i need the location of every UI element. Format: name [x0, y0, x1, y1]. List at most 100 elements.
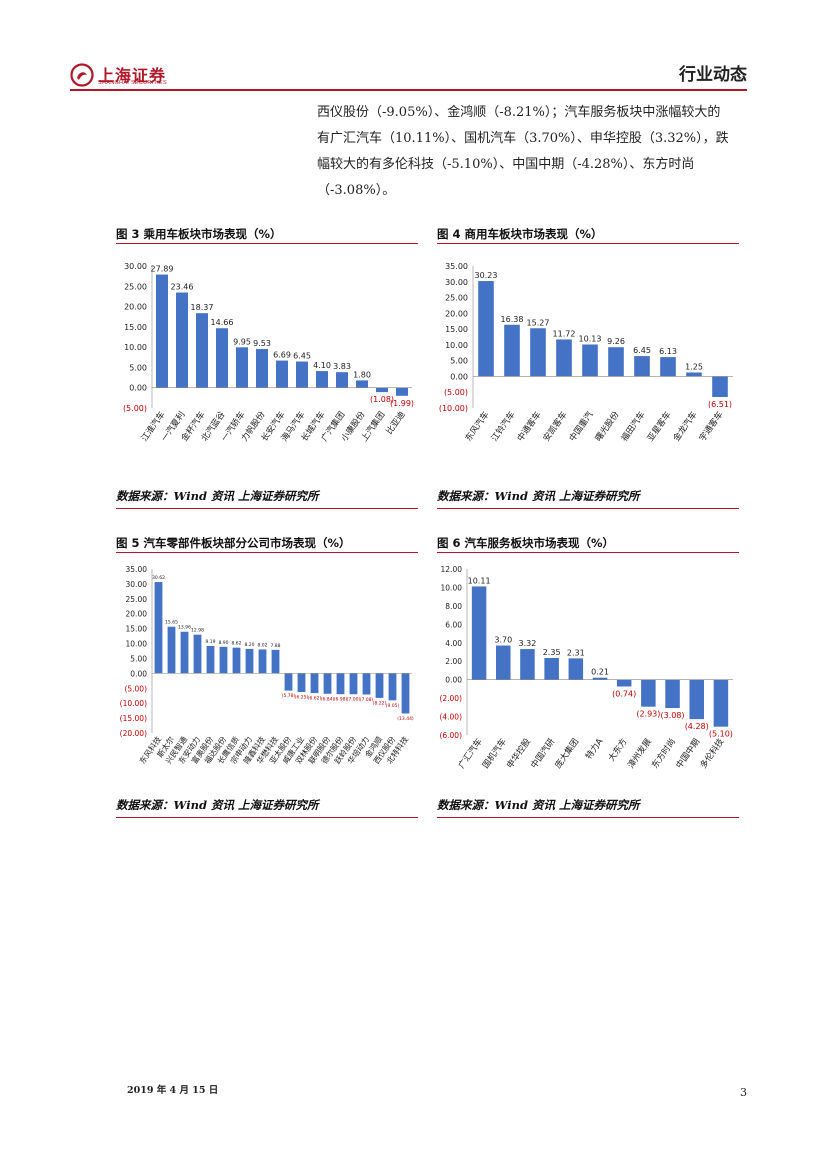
y-tick-label: 30.00 [445, 278, 468, 287]
bar [310, 673, 319, 694]
bar [219, 646, 228, 674]
bar-chart: 35.00 30.00 25.00 20.00 15.00 10.00 5.00 0.00 (5… [439, 262, 733, 444]
y-tick-label: 35.00 [445, 262, 468, 271]
bar [336, 372, 348, 388]
bar [568, 658, 584, 680]
y-tick-label: 4.00 [445, 639, 462, 648]
chart-bottom-rule [116, 817, 418, 818]
bar [496, 645, 511, 680]
data-label: (5.78) [282, 693, 296, 699]
bar [258, 649, 267, 674]
y-tick-label: (6.00) [439, 731, 462, 740]
header-divider [70, 89, 747, 91]
y-tick-label: 0.00 [450, 372, 468, 381]
data-label: 30.23 [475, 271, 498, 280]
y-tick-label: 0.00 [129, 384, 147, 393]
bar [196, 313, 208, 388]
data-label: (6.51) [708, 400, 732, 409]
bar [154, 582, 163, 674]
chart-bottom-rule [437, 508, 739, 509]
data-label: 12.98 [191, 628, 204, 634]
bar [323, 673, 332, 694]
data-label: (8.22) [373, 700, 387, 706]
data-label: 4.10 [313, 361, 331, 370]
bar [712, 376, 728, 397]
chart-title-rule [437, 243, 739, 244]
bar [608, 347, 624, 377]
bar [478, 281, 494, 377]
bar [592, 677, 608, 680]
bar [216, 328, 228, 388]
data-label: 18.37 [191, 303, 214, 312]
bar [276, 360, 288, 388]
chart-source: 数据来源：Wind 资讯 上海证券研究所 [116, 798, 319, 812]
data-label: 16.38 [501, 315, 524, 324]
logo-subtext: SHANGHAI SECURITIES [98, 80, 167, 86]
bar [713, 679, 729, 727]
data-label: (3.08) [661, 711, 685, 720]
bar [297, 673, 306, 692]
bar [396, 387, 408, 396]
y-tick-label: 5.00 [450, 357, 468, 366]
bar [616, 679, 632, 687]
data-label: 15.27 [527, 318, 550, 327]
body-line: 西仪股份（-9.05%）、金鸿顺（-8.21%）；汽车服务板块中涨幅较大的 [317, 105, 721, 120]
body-line: 有广汇汽车（10.11%）、国机汽车（3.70%）、申华控股（3.32%），跌 [317, 131, 729, 146]
y-tick-label: 6.00 [445, 620, 462, 629]
chart-figure-4: 图 4 商用车板块市场表现（%） 35.00 30.00 25.00 20.00 15.… [437, 226, 739, 516]
logo-text: 上海证券 [98, 66, 167, 85]
bar [641, 679, 656, 707]
body-paragraph: 西仪股份（-9.05%）、金鸿顺（-8.21%）；汽车服务板块中涨幅较大的 有广… [317, 100, 747, 204]
data-label: 8.20 [244, 642, 254, 648]
y-tick-label: 10.00 [126, 640, 148, 649]
data-label: 3.32 [519, 639, 537, 648]
x-tick-label: 东风汽车 [463, 409, 492, 443]
x-tick-label: 安凯客车 [541, 409, 570, 443]
bar-chart: 30.00 25.00 20.00 15.00 10.00 5.00 0.00 (5.00) 2… [123, 262, 414, 444]
y-tick-label: (10.00) [120, 699, 147, 708]
x-tick-label: 曙光股份 [593, 409, 622, 444]
data-label: 30.62 [152, 575, 165, 581]
y-tick-label: 15.00 [124, 323, 147, 332]
data-label: (6.25) [295, 695, 309, 701]
chart-title: 图 5 汽车零部件板块部分公司市场表现（%） [116, 536, 351, 550]
data-label: (9.05) [386, 703, 400, 709]
x-tick-label: 比亚迪 [384, 409, 408, 437]
chart-title-rule [437, 552, 739, 553]
y-tick-label: 25.00 [445, 294, 468, 303]
data-label: (7.00) [347, 697, 361, 703]
bar [362, 673, 371, 695]
data-label: (6.84) [321, 696, 335, 702]
data-label: 8.90 [218, 640, 228, 646]
y-tick-label: 20.00 [445, 309, 468, 318]
data-label: 9.53 [253, 339, 271, 348]
chart-title: 图 6 汽车服务板块市场表现（%） [437, 536, 615, 550]
chart-bottom-rule [437, 817, 739, 818]
x-tick-label: 亚星客车 [645, 409, 674, 443]
bar [193, 634, 202, 674]
data-label: 10.11 [468, 576, 491, 585]
y-tick-label: (5.00) [123, 404, 147, 413]
body-line: 幅较大的有多伦科技（-5.10%）、中国中期（-4.28%）、东方时尚 [317, 157, 695, 172]
data-label: 13.96 [178, 625, 191, 631]
data-label: 9.26 [607, 337, 625, 346]
company-logo: 上海证券 SHANGHAI SECURITIES [70, 63, 180, 89]
y-tick-label: 15.00 [445, 325, 468, 334]
data-label: 14.66 [211, 318, 234, 327]
y-tick-label: 0.00 [445, 676, 462, 685]
y-tick-label: (15.00) [120, 714, 147, 723]
data-label: (13.44) [397, 716, 414, 722]
bar [686, 372, 702, 377]
y-tick-label: 8.00 [445, 602, 462, 611]
data-label: 1.80 [353, 370, 371, 379]
chart-source: 数据来源：Wind 资讯 上海证券研究所 [437, 489, 640, 503]
y-tick-label: 25.00 [124, 282, 147, 291]
y-tick-label: 15.00 [126, 625, 148, 634]
bar [256, 349, 268, 388]
y-tick-label: (5.00) [124, 684, 147, 693]
chart-title: 图 3 乘用车板块市场表现（%） [116, 227, 282, 241]
bar [232, 647, 241, 674]
y-tick-label: 0.00 [130, 669, 147, 678]
y-tick-label: (2.00) [439, 694, 462, 703]
y-tick-label: 20.00 [124, 303, 147, 312]
